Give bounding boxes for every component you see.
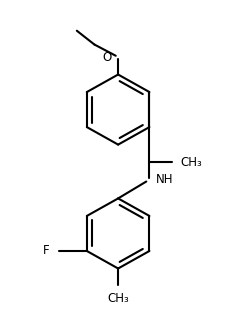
Text: CH₃: CH₃ (180, 156, 202, 169)
Text: F: F (43, 245, 49, 258)
Text: NH: NH (155, 173, 172, 186)
Text: O: O (102, 51, 111, 64)
Text: CH₃: CH₃ (107, 292, 128, 305)
